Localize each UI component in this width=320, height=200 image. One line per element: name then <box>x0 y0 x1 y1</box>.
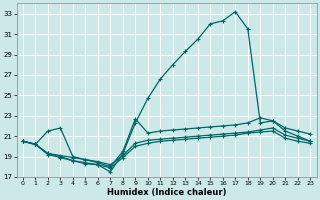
X-axis label: Humidex (Indice chaleur): Humidex (Indice chaleur) <box>107 188 226 197</box>
